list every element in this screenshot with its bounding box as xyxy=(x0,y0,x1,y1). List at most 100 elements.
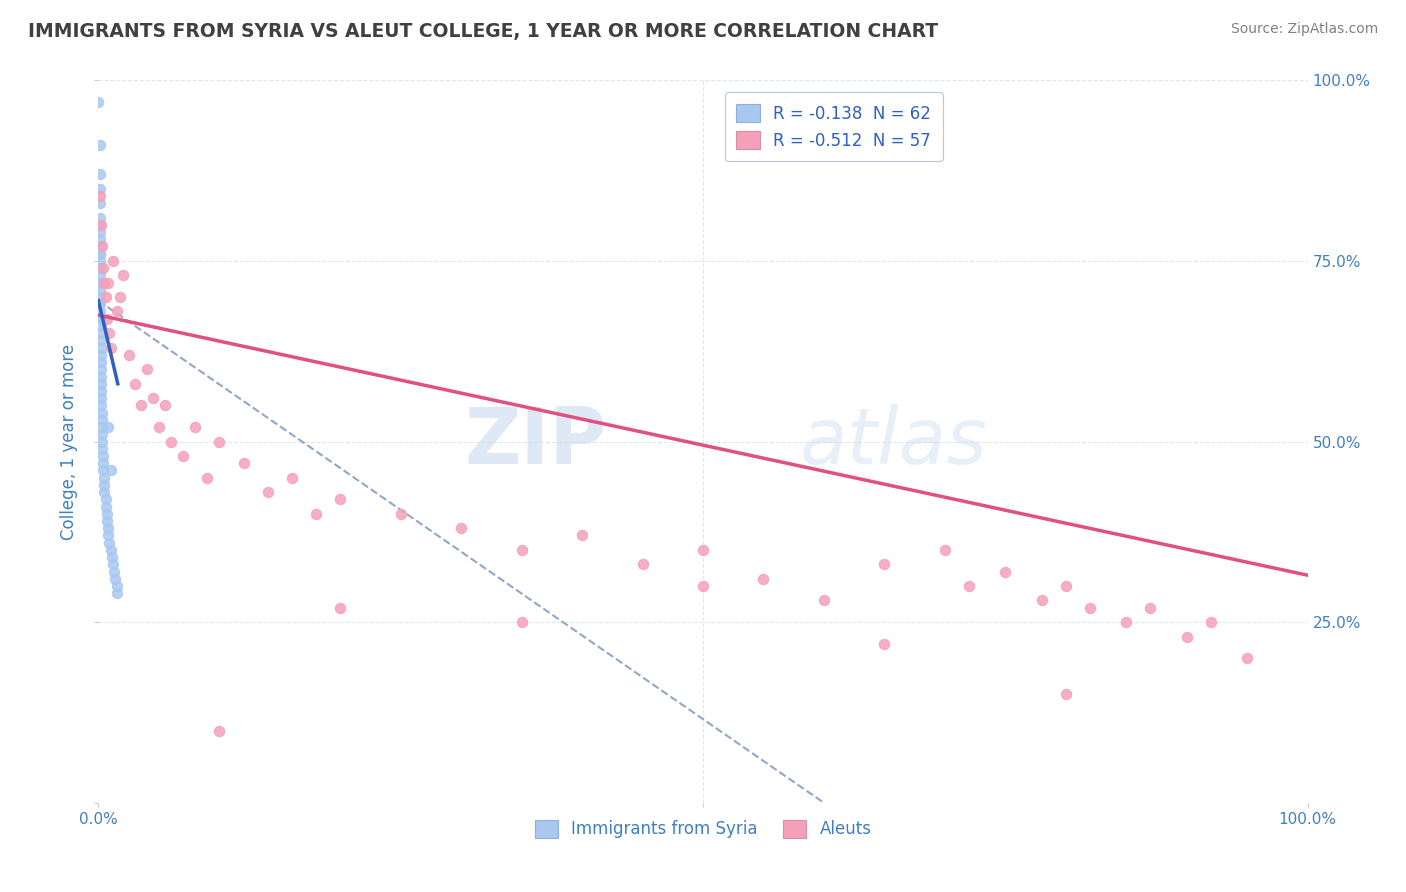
Point xyxy=(90,376,112,391)
Point xyxy=(195,470,218,484)
Legend: Immigrants from Syria, Aleuts: Immigrants from Syria, Aleuts xyxy=(527,813,879,845)
Point xyxy=(129,398,152,412)
Point xyxy=(97,420,120,434)
Point xyxy=(1236,651,1258,665)
Point xyxy=(91,449,114,463)
Point xyxy=(450,521,472,535)
Point xyxy=(1115,615,1137,630)
Point xyxy=(90,348,112,362)
Point xyxy=(957,579,980,593)
Point xyxy=(89,297,111,311)
Point xyxy=(1078,600,1101,615)
Point xyxy=(89,311,111,326)
Point xyxy=(89,268,111,283)
Point xyxy=(631,558,654,572)
Point xyxy=(103,565,125,579)
Point xyxy=(94,492,117,507)
Point xyxy=(873,558,896,572)
Point xyxy=(101,558,124,572)
Point xyxy=(90,369,112,384)
Point xyxy=(91,406,114,420)
Text: Source: ZipAtlas.com: Source: ZipAtlas.com xyxy=(1230,22,1378,37)
Point xyxy=(118,348,141,362)
Point xyxy=(100,463,122,477)
Point xyxy=(91,463,114,477)
Point xyxy=(142,391,165,405)
Point xyxy=(1054,579,1077,593)
Point xyxy=(89,182,111,196)
Point xyxy=(1054,687,1077,701)
Point xyxy=(89,218,111,232)
Text: IMMIGRANTS FROM SYRIA VS ALEUT COLLEGE, 1 YEAR OR MORE CORRELATION CHART: IMMIGRANTS FROM SYRIA VS ALEUT COLLEGE, … xyxy=(28,22,938,41)
Point xyxy=(90,318,112,333)
Point xyxy=(89,276,111,290)
Point xyxy=(90,384,112,398)
Point xyxy=(160,434,183,449)
Point xyxy=(208,723,231,738)
Point xyxy=(91,427,114,442)
Point xyxy=(93,485,115,500)
Point xyxy=(692,542,714,557)
Point xyxy=(104,572,127,586)
Point xyxy=(89,138,111,153)
Point xyxy=(510,542,533,557)
Point xyxy=(692,579,714,593)
Point xyxy=(172,449,194,463)
Point xyxy=(934,542,956,557)
Point xyxy=(90,398,112,412)
Point xyxy=(1175,630,1198,644)
Text: atlas: atlas xyxy=(800,403,987,480)
Point xyxy=(305,507,328,521)
Point xyxy=(89,261,111,276)
Point xyxy=(153,398,176,412)
Point xyxy=(91,261,114,276)
Point xyxy=(98,326,121,340)
Point xyxy=(873,637,896,651)
Point xyxy=(1199,615,1222,630)
Point xyxy=(1139,600,1161,615)
Point xyxy=(89,304,111,318)
Point xyxy=(256,485,278,500)
Point xyxy=(232,456,254,470)
Point xyxy=(87,95,110,109)
Point xyxy=(89,311,111,326)
Point xyxy=(89,232,111,246)
Point xyxy=(101,253,124,268)
Point xyxy=(124,376,146,391)
Point xyxy=(91,456,114,470)
Point xyxy=(105,579,128,593)
Point xyxy=(93,470,115,484)
Point xyxy=(89,196,111,211)
Point xyxy=(97,528,120,542)
Point xyxy=(89,211,111,225)
Point xyxy=(90,218,112,232)
Point xyxy=(96,514,118,528)
Point xyxy=(91,434,114,449)
Point xyxy=(100,542,122,557)
Point xyxy=(89,225,111,239)
Point xyxy=(89,246,111,260)
Point xyxy=(90,391,112,405)
Point xyxy=(1031,593,1053,607)
Point xyxy=(94,500,117,514)
Point xyxy=(90,326,112,340)
Point xyxy=(98,535,121,549)
Y-axis label: College, 1 year or more: College, 1 year or more xyxy=(60,343,79,540)
Point xyxy=(111,268,134,283)
Point xyxy=(97,276,120,290)
Point xyxy=(89,290,111,304)
Point xyxy=(96,507,118,521)
Point xyxy=(89,239,111,253)
Point xyxy=(208,434,231,449)
Point xyxy=(93,276,115,290)
Point xyxy=(100,550,122,565)
Point xyxy=(105,304,128,318)
Point xyxy=(108,290,131,304)
Point xyxy=(329,492,352,507)
Point xyxy=(91,442,114,456)
Point xyxy=(135,362,157,376)
Point xyxy=(94,290,117,304)
Point xyxy=(96,311,118,326)
Point xyxy=(93,478,115,492)
Point xyxy=(90,341,112,355)
